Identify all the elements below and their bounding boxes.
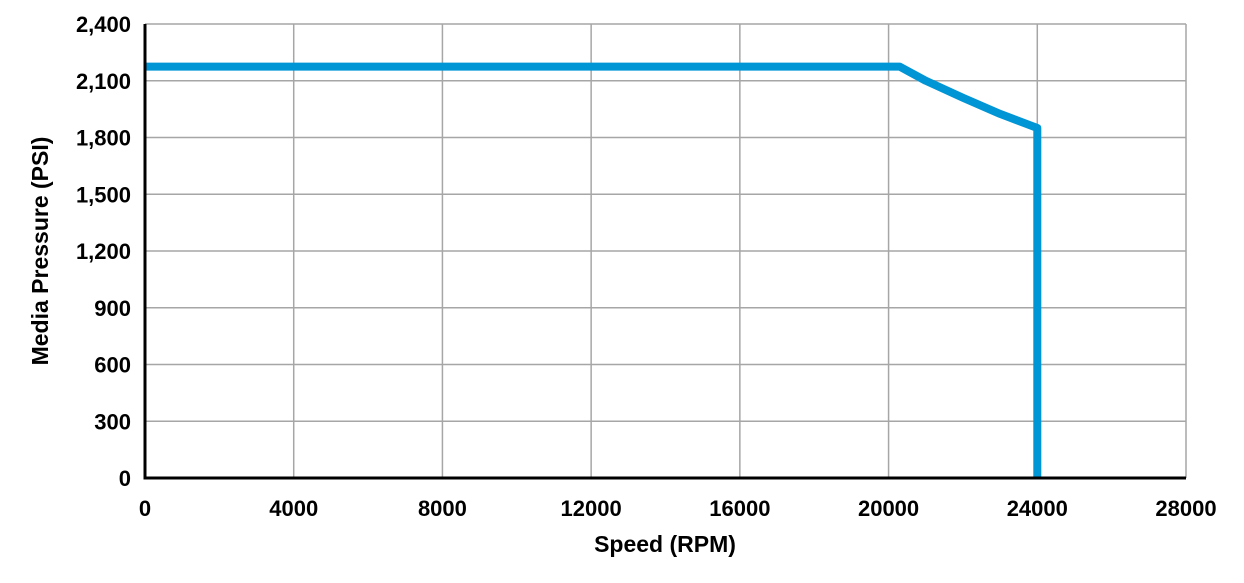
y-tick-labels: 0 300 600 900 1,200 1,500 1,800 2,100 2,400: [76, 12, 131, 491]
x-tick-labels: 0 4000 8000 12000 16000 20000 24000 28000: [139, 496, 1217, 521]
x-tick-label: 4000: [269, 496, 318, 521]
y-tick-label: 600: [94, 353, 131, 378]
series-line: [145, 62, 1042, 478]
axes: [143, 24, 1186, 480]
y-tick-label: 300: [94, 409, 131, 434]
y-tick-label: 1,800: [76, 126, 131, 151]
x-tick-label: 16000: [709, 496, 770, 521]
x-axis-title: Speed (RPM): [594, 531, 736, 557]
grid-lines: [145, 23, 1187, 478]
x-tick-label: 12000: [561, 496, 622, 521]
x-tick-label: 20000: [858, 496, 919, 521]
x-tick-label: 8000: [418, 496, 467, 521]
y-tick-label: 0: [119, 466, 131, 491]
y-tick-label: 2,400: [76, 12, 131, 37]
y-axis-title: Media Pressure (PSI): [27, 137, 53, 366]
series-layer: [145, 62, 1042, 478]
x-tick-label: 0: [139, 496, 151, 521]
y-tick-label: 1,500: [76, 182, 131, 207]
y-tick-label: 2,100: [76, 69, 131, 94]
x-tick-label: 24000: [1007, 496, 1068, 521]
y-tick-label: 1,200: [76, 239, 131, 264]
y-tick-label: 900: [94, 296, 131, 321]
x-tick-label: 28000: [1155, 496, 1216, 521]
